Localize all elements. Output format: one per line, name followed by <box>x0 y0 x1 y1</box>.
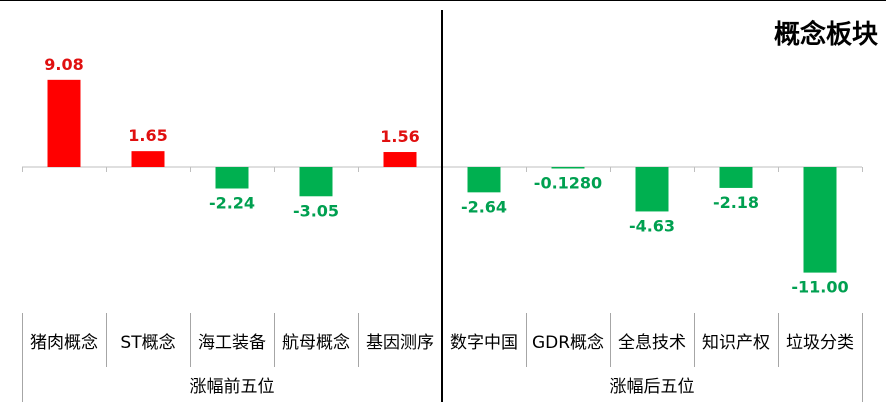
data-label: 1.56 <box>380 127 419 146</box>
bar <box>803 167 837 273</box>
category-label: 基因测序 <box>366 333 434 353</box>
bar <box>635 167 669 212</box>
data-label: -2.64 <box>461 197 507 216</box>
category-label: 垃圾分类 <box>786 333 854 353</box>
data-label: 9.08 <box>44 55 83 74</box>
category-label: ST概念 <box>120 332 175 353</box>
category-label: 航母概念 <box>282 332 350 353</box>
category-label: 全息技术 <box>618 333 686 353</box>
data-label: -2.24 <box>209 194 255 213</box>
bar <box>47 79 81 167</box>
group-label: 涨幅后五位 <box>610 377 695 397</box>
bar <box>719 167 753 188</box>
category-label: 数字中国 <box>450 333 518 353</box>
group-label: 涨幅前五位 <box>190 377 275 397</box>
bar <box>131 151 165 167</box>
bar <box>299 167 333 197</box>
data-label: 1.65 <box>128 126 167 145</box>
category-label: 海工装备 <box>198 333 266 353</box>
data-label: -11.00 <box>791 278 848 297</box>
data-label: -0.1280 <box>534 174 602 193</box>
data-label: -3.05 <box>293 201 339 220</box>
chart-title: 概念板块 <box>773 20 878 50</box>
category-label: GDR概念 <box>532 332 604 353</box>
bar <box>551 167 585 169</box>
data-label: -2.18 <box>713 193 759 212</box>
bar <box>467 167 501 193</box>
data-label: -4.63 <box>629 216 675 235</box>
category-label: 猪肉概念 <box>30 332 98 353</box>
category-label: 知识产权 <box>702 333 770 353</box>
bar <box>215 167 249 189</box>
bar <box>383 152 417 167</box>
